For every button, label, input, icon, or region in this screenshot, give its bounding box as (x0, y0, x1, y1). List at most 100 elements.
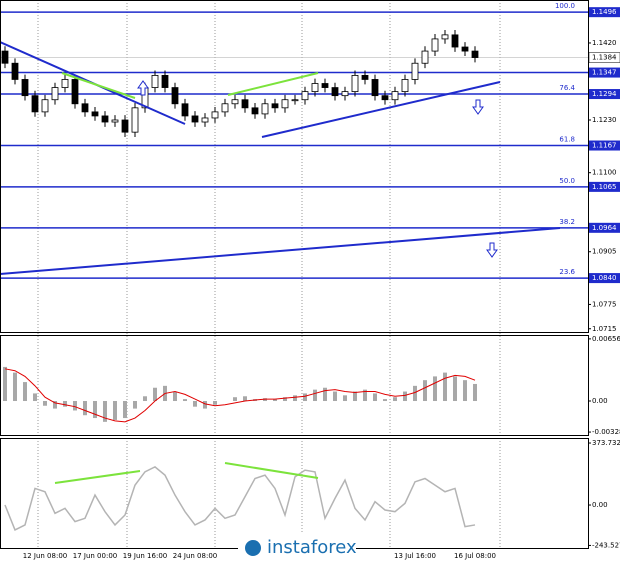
cci-line (4, 465, 476, 531)
macd-bar (173, 391, 177, 402)
candle-body (311, 83, 319, 93)
current-price-label: 1.1384 (592, 54, 617, 62)
macd-bar (343, 395, 347, 402)
x-tick-label: 17 Jun 00:00 (73, 552, 117, 560)
candle-body (301, 91, 309, 101)
macd-bar (373, 393, 377, 402)
candle-body (101, 115, 109, 123)
macd-bar (143, 396, 147, 402)
level-label-box (589, 140, 620, 151)
candle-body (201, 117, 209, 123)
candle-body (111, 119, 119, 123)
candle-body (31, 95, 39, 113)
candle-body (71, 79, 79, 105)
level-label: 1.1294 (592, 90, 617, 98)
macd-bar (453, 376, 457, 402)
macd-bar (323, 387, 327, 402)
macd-bar (153, 387, 157, 402)
candle-body (271, 103, 279, 109)
watermark-text: instaforex (267, 537, 357, 558)
candle-body (11, 62, 19, 80)
x-tick-label: 12 Jun 08:00 (23, 552, 67, 560)
y-tick-label: -0.00328 (592, 428, 620, 436)
fib-label: 50.0 (559, 177, 575, 185)
candle-body (291, 99, 299, 102)
level-label-box (589, 222, 620, 233)
candle-body (161, 74, 169, 88)
macd-bar (273, 399, 277, 402)
candle-body (351, 74, 359, 93)
macd-bar (3, 366, 7, 402)
candle-body (51, 87, 59, 101)
cci-panel: 373.7321 0.00 -243.5278 (4, 439, 620, 549)
macd-bar (313, 389, 317, 402)
candle-body (451, 34, 459, 48)
macd-bar (133, 401, 137, 409)
macd-bar (23, 382, 27, 402)
level-label-box (589, 273, 620, 284)
fib-label: 76.4 (559, 84, 575, 92)
candle-body (231, 99, 239, 105)
macd-bar (293, 395, 297, 402)
y-tick-label: 1.0905 (592, 248, 617, 256)
level-label: 1.1167 (592, 142, 617, 150)
candle-body (191, 115, 199, 123)
candle-body (361, 74, 369, 80)
candle-body (121, 119, 129, 133)
macd-bar (473, 383, 477, 402)
macd-bar (73, 401, 77, 411)
level-label-box (589, 7, 620, 18)
y-tick-label: 1.1420 (592, 39, 617, 47)
level-label: 1.1496 (592, 8, 617, 16)
y-tick-label: 0.00656 (592, 335, 620, 343)
candle-body (421, 50, 429, 64)
macd-bar (203, 401, 207, 409)
y-tick-label: 1.0715 (592, 325, 617, 333)
separators (37, 0, 501, 548)
level-label: 1.0964 (592, 224, 617, 232)
level-label: 1.1065 (592, 183, 617, 191)
macd-bar (183, 399, 187, 402)
candle-body (151, 74, 159, 88)
macd-bar (353, 391, 357, 402)
candle-body (341, 91, 349, 97)
macd-bar (383, 399, 387, 402)
candle-body (251, 107, 259, 115)
y-tick-label: -243.5278 (592, 541, 620, 549)
y-tick-label: 0.00 (592, 501, 608, 509)
macd-bar (403, 391, 407, 402)
cci-drawings (54, 462, 319, 484)
watermark: instaforex (238, 533, 357, 563)
candle-body (321, 83, 329, 88)
macd-bar (63, 401, 67, 407)
candle-body (461, 46, 469, 52)
macd-bar (233, 397, 237, 402)
candle-body (131, 107, 139, 133)
candle-body (211, 111, 219, 119)
macd-bar (393, 397, 397, 402)
candle-body (171, 87, 179, 105)
macd-bar (283, 397, 287, 402)
y-tick-label: 0.00 (592, 397, 608, 405)
price-panel: 1.1420 1.1230 1.1100 1.0905 1.0775 1.0715 1.14… (0, 2, 620, 333)
candle-body (91, 111, 99, 117)
macd-bar (213, 401, 217, 405)
macd-bar (103, 401, 107, 422)
y-tick-label: 1.1230 (592, 116, 617, 124)
candle-body (181, 103, 189, 117)
candle-body (281, 99, 289, 109)
candle-body (381, 95, 389, 101)
y-tick-label: 373.7321 (592, 439, 620, 447)
fib-label: 38.2 (559, 218, 575, 226)
macd-bar (13, 372, 17, 402)
x-tick-label: 19 Jun 16:00 (123, 552, 167, 560)
drawings (0, 41, 561, 275)
macd-bar (443, 372, 447, 402)
macd-bar (193, 401, 197, 407)
candle-body (471, 50, 479, 58)
macd-bar (93, 401, 97, 419)
macd-bar (463, 380, 467, 402)
macd-panel: 0.00656 0.00 -0.00328 (3, 335, 620, 436)
macd-bar (243, 396, 247, 402)
